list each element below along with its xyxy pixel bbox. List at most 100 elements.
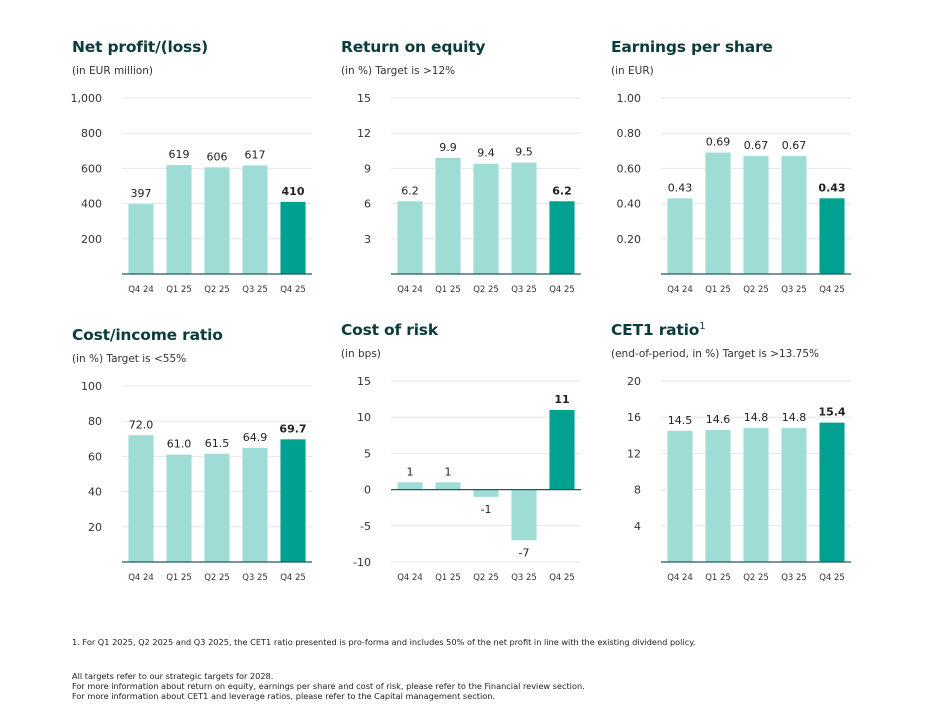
x-tick-label: Q1 25	[705, 285, 731, 295]
bar	[397, 201, 423, 274]
x-tick-label: Q4 25	[819, 285, 845, 295]
y-tick-label: 800	[81, 127, 102, 140]
bar	[667, 198, 693, 274]
data-label: 61.0	[167, 438, 192, 451]
x-tick-label: Q4 24	[128, 573, 154, 583]
data-label: 1	[407, 465, 414, 478]
chart-title: Net profit/(loss)	[72, 38, 208, 56]
data-label: 410	[282, 185, 305, 198]
cet1-ratio-chart: 4 8 12 16 20 14.5 Q4 24 14.6 Q1 25 14.8 Q2 25 14.8 Q…	[627, 375, 851, 583]
data-label: 0.43	[668, 181, 693, 194]
chart-title: Return on equity	[341, 38, 486, 56]
chart-title: Cost of risk	[341, 321, 438, 339]
y-tick-label: 0.40	[617, 198, 642, 211]
bar	[511, 162, 537, 274]
chart-subtitle: (end-of-period, in %) Target is >13.75%	[611, 348, 820, 360]
y-tick-label: 15	[357, 92, 371, 105]
bar	[473, 489, 499, 497]
x-tick-label: Q1 25	[166, 285, 192, 295]
data-label: 15.4	[818, 406, 845, 419]
bar	[435, 482, 461, 490]
chart-subtitle: (in EUR million)	[72, 65, 154, 77]
data-label: 1	[445, 465, 452, 478]
panel-cost-of-risk: Cost of risk (in bps) -10 -5 0 5 10 15 1 Q4 24 1…	[341, 321, 591, 596]
bar	[166, 454, 192, 562]
bar	[819, 422, 845, 562]
footnote-targets: All targets refer to our strategic targe…	[72, 671, 274, 681]
footnote-cet1: 1. For Q1 2025, Q2 2025 and Q3 2025, the…	[72, 637, 696, 647]
y-tick-label: 1.00	[617, 92, 642, 105]
chart-title: CET1 ratio1	[611, 321, 706, 340]
y-tick-label: 0.60	[617, 162, 642, 175]
x-tick-label: Q4 24	[397, 573, 423, 583]
chart-subtitle: (in %) Target is >12%	[341, 65, 456, 77]
x-tick-label: Q3 25	[511, 285, 537, 295]
y-tick-label: 15	[357, 375, 371, 388]
bar	[743, 156, 769, 274]
x-tick-label: Q2 25	[204, 573, 230, 583]
y-tick-label: 9	[364, 162, 371, 175]
data-label: -7	[519, 546, 530, 559]
data-label: 61.5	[205, 437, 230, 450]
x-tick-label: Q4 25	[819, 573, 845, 583]
bar	[705, 429, 731, 562]
y-tick-label: 12	[357, 127, 371, 140]
bar	[819, 198, 845, 274]
bar	[242, 165, 268, 274]
y-tick-label: 5	[364, 447, 371, 460]
panel-net-profit: Net profit/(loss) (in EUR million) 200 40…	[71, 38, 322, 298]
data-label: 6.2	[401, 184, 419, 197]
bar	[242, 447, 268, 562]
data-label: 0.43	[818, 181, 845, 194]
y-tick-label: 600	[81, 162, 102, 175]
bar	[280, 439, 306, 562]
y-tick-label: 100	[81, 380, 102, 393]
footnote-info-1: For more information about return on equ…	[72, 681, 585, 691]
y-tick-label: 80	[88, 415, 102, 428]
x-tick-label: Q2 25	[473, 573, 499, 583]
data-label: 11	[554, 393, 569, 406]
x-tick-label: Q3 25	[781, 573, 807, 583]
x-tick-label: Q4 24	[667, 573, 693, 583]
x-tick-label: Q4 25	[280, 285, 306, 295]
y-tick-label: 400	[81, 198, 102, 211]
bar	[435, 157, 461, 274]
panel-return-on-equity: Return on equity (in %) Target is >12% 3…	[341, 38, 591, 298]
x-tick-label: Q4 25	[280, 573, 306, 583]
data-label: 72.0	[129, 418, 154, 431]
bar	[166, 165, 192, 274]
data-label: 9.4	[477, 147, 495, 160]
cost-of-risk-chart: -10 -5 0 5 10 15 1 Q4 24 1 Q1 25 -1 Q2 25 -7 Q3 25 11 Q…	[353, 375, 581, 583]
data-label: 397	[131, 187, 152, 200]
y-tick-label: 3	[364, 233, 371, 246]
bar	[549, 201, 575, 274]
y-tick-label: 12	[627, 447, 641, 460]
x-tick-label: Q2 25	[204, 285, 230, 295]
bar	[128, 435, 154, 562]
x-tick-label: Q4 24	[397, 285, 423, 295]
bar	[705, 152, 731, 274]
y-tick-label: -5	[360, 520, 371, 533]
data-label: 0.67	[744, 139, 769, 152]
y-tick-label: 4	[634, 520, 641, 533]
x-tick-label: Q2 25	[743, 573, 769, 583]
x-tick-label: Q4 24	[128, 285, 154, 295]
bar	[781, 156, 807, 274]
y-tick-label: 0	[364, 484, 371, 497]
x-tick-label: Q4 24	[667, 285, 693, 295]
footnote-info-2: For more information about CET1 and leve…	[72, 691, 496, 701]
chart-title-text: CET1 ratio	[611, 321, 700, 340]
y-tick-label: 16	[627, 411, 641, 424]
bar	[549, 409, 575, 490]
data-label: -1	[481, 503, 492, 516]
chart-subtitle: (in EUR)	[611, 65, 654, 77]
data-label: 14.8	[744, 411, 769, 424]
y-tick-label: 60	[88, 450, 102, 463]
data-label: 0.69	[706, 136, 731, 149]
data-label: 6.2	[552, 184, 572, 197]
y-tick-label: 10	[357, 411, 371, 424]
bar	[204, 453, 230, 562]
x-tick-label: Q1 25	[705, 573, 731, 583]
y-tick-label: 0.80	[617, 127, 642, 140]
x-tick-label: Q4 25	[549, 285, 575, 295]
